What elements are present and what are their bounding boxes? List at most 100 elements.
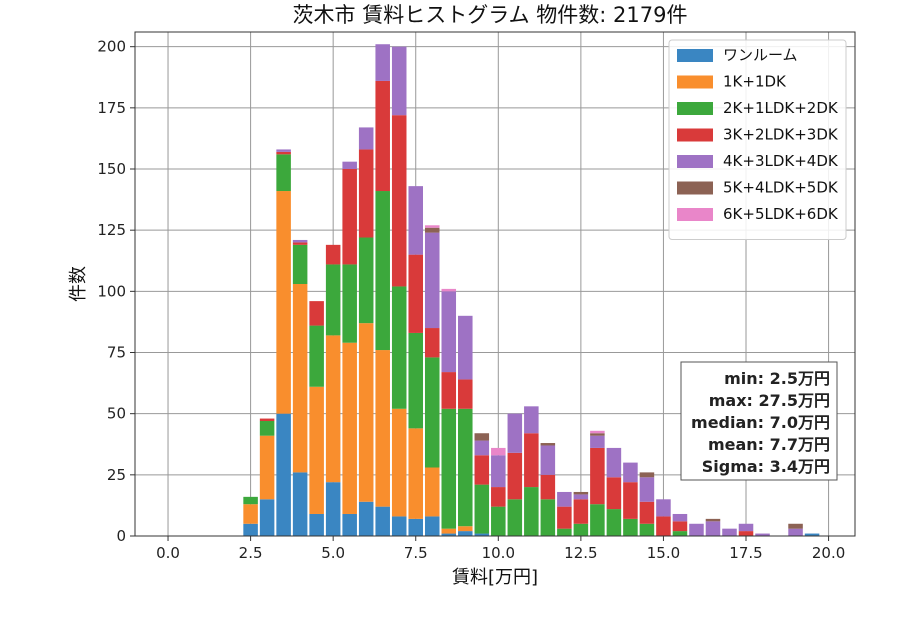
bar-s0-b11 <box>424 516 440 536</box>
bar-s3-b17 <box>524 433 539 488</box>
bar-s4-b11 <box>424 232 440 329</box>
bar-s2-b26 <box>672 531 688 536</box>
bar-s4-b25 <box>656 499 671 517</box>
bar-s4-b28 <box>705 521 721 536</box>
bar-s2-b6 <box>342 264 357 343</box>
chart-title: 茨木市 賃料ヒストグラム 物件数: 2179件 <box>293 3 688 27</box>
bar-s1-b2 <box>276 191 291 414</box>
bar-s0-b3 <box>292 472 308 536</box>
bar-s0-b0 <box>243 523 258 536</box>
bar-s1-b13 <box>458 526 473 532</box>
bar-s6-b11 <box>424 225 440 228</box>
bar-s4-b30 <box>738 523 754 532</box>
bar-s2-b23 <box>623 518 638 536</box>
legend-swatch-1 <box>677 75 713 89</box>
bar-s4-b12 <box>441 291 457 373</box>
bar-s2-b11 <box>424 357 440 468</box>
bar-s3-b30 <box>738 531 754 536</box>
stat-line-3: mean: 7.7万円 <box>708 435 830 454</box>
bar-s1-b7 <box>358 323 374 502</box>
bar-s2-b7 <box>358 237 374 324</box>
bar-s3-b22 <box>606 477 622 510</box>
stat-line-2: median: 7.0万円 <box>691 413 830 432</box>
bar-s3-b11 <box>424 328 440 358</box>
bar-s5-b28 <box>705 518 721 522</box>
bar-s4-b23 <box>623 462 638 483</box>
bar-s3-b15 <box>491 487 506 507</box>
bar-s0-b13 <box>458 531 473 536</box>
bar-s4-b6 <box>342 161 357 170</box>
bar-s1-b1 <box>259 435 275 500</box>
legend-label-2: 2K+1LDK+2DK <box>723 99 839 117</box>
stat-line-1: max: 27.5万円 <box>709 391 830 410</box>
bar-s3-b19 <box>557 506 572 529</box>
bar-s0-b34 <box>804 533 820 536</box>
y-ticks: 0 25 50 75 100 125 150 175 200 <box>97 38 135 545</box>
bar-s4-b19 <box>557 491 572 507</box>
bar-s2-b20 <box>573 523 589 536</box>
bar-s3-b5 <box>325 244 341 265</box>
bar-s4-b24 <box>639 477 655 502</box>
legend-swatch-2 <box>677 102 713 115</box>
bar-s1-b4 <box>309 386 324 514</box>
bar-s5-b18 <box>540 443 556 446</box>
bar-s5-b21 <box>590 433 605 436</box>
bar-s1-b5 <box>325 335 341 483</box>
x-tick-label-7: 17.5 <box>729 544 762 562</box>
bar-s5-b24 <box>639 472 655 478</box>
bar-s4-b8 <box>375 44 390 81</box>
bar-s4-b17 <box>524 406 539 434</box>
legend-swatch-6 <box>677 208 713 221</box>
bar-s6-b15 <box>491 447 506 456</box>
legend-frame <box>668 39 847 240</box>
stat-line-4: Sigma: 3.4万円 <box>702 457 830 476</box>
bar-s2-b4 <box>309 325 324 387</box>
legend-label-4: 4K+3LDK+4DK <box>723 152 839 170</box>
legend-label-3: 3K+2LDK+3DK <box>723 126 839 144</box>
bar-s2-b12 <box>441 408 457 529</box>
bar-s0-b4 <box>309 513 324 536</box>
y-tick-label-1: 25 <box>107 466 126 484</box>
bar-s4-b2 <box>276 149 291 152</box>
x-tick-label-1: 2.5 <box>239 544 263 562</box>
y-axis-label: 件数 <box>68 266 89 302</box>
legend-label-0: ワンルーム <box>723 46 798 64</box>
bars-group <box>243 44 820 536</box>
bar-s1-b6 <box>342 342 357 514</box>
bar-s1-b0 <box>243 504 258 524</box>
bar-s0-b10 <box>408 518 423 536</box>
bar-s3-b18 <box>540 474 556 500</box>
bar-s5-b20 <box>573 491 589 495</box>
bar-s4-b16 <box>507 413 523 453</box>
bar-s3-b25 <box>656 516 671 536</box>
legend-swatch-3 <box>677 128 713 142</box>
bar-s3-b9 <box>391 115 407 287</box>
x-tick-label-5: 12.5 <box>564 544 597 562</box>
bar-s4-b31 <box>755 533 770 536</box>
bar-s2-b24 <box>639 523 655 536</box>
bar-s0-b9 <box>391 516 407 536</box>
bar-s3-b16 <box>507 452 523 500</box>
bar-s5-b14 <box>474 433 490 441</box>
plot-frame <box>134 31 856 537</box>
legend-swatch-0 <box>677 49 713 62</box>
bar-s1-b3 <box>292 284 308 473</box>
bar-s3-b20 <box>573 499 589 524</box>
legend-label-5: 5K+4LDK+5DK <box>723 179 839 197</box>
bar-s5-b33 <box>788 523 803 529</box>
bar-s4-b26 <box>672 513 688 522</box>
bar-s4-b29 <box>722 528 737 536</box>
x-tick-label-8: 20.0 <box>812 544 845 562</box>
bar-s3-b14 <box>474 455 490 485</box>
bar-s2-b14 <box>474 484 490 534</box>
legend-label-6: 6K+5LDK+6DK <box>723 205 839 223</box>
bar-s3-b8 <box>375 80 390 192</box>
bar-s3-b23 <box>623 482 638 519</box>
bar-s1-b9 <box>391 408 407 517</box>
y-tick-label-2: 50 <box>107 405 126 423</box>
bar-s0-b12 <box>441 533 457 536</box>
bar-s3-b2 <box>276 151 291 155</box>
bar-s2-b15 <box>491 506 506 536</box>
bar-s1-b8 <box>375 350 390 507</box>
bar-s2-b18 <box>540 499 556 536</box>
